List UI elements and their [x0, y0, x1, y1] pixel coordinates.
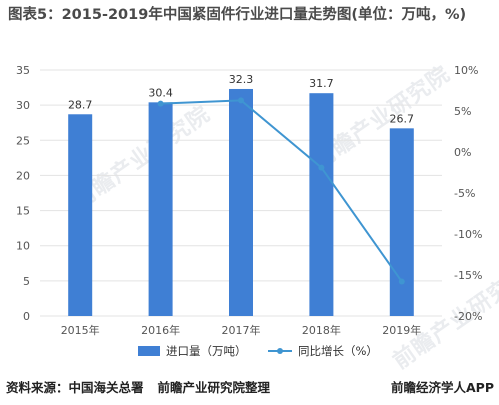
legend-bar-swatch — [138, 346, 160, 356]
brand-label: 前瞻经济学人APP — [391, 380, 494, 395]
growth-point — [238, 97, 244, 104]
x-tick-label: 2019年 — [382, 323, 421, 337]
x-tick-label: 2015年 — [61, 323, 100, 337]
y-left-tick-label: 10 — [16, 240, 30, 253]
growth-line — [160, 99, 403, 283]
y-right-tick-label: 5% — [454, 105, 471, 118]
y-left-tick-label: 20 — [16, 169, 30, 182]
y-right-tick-label: 10% — [454, 64, 478, 77]
bar — [389, 128, 414, 316]
x-tick-label: 2016年 — [141, 323, 180, 337]
legend-line-label: 同比增长（%） — [298, 344, 378, 358]
y-left-tick-label: 0 — [23, 310, 30, 323]
bar — [309, 93, 334, 317]
y-right-tick-label: -5% — [454, 187, 475, 200]
legend-line-marker — [277, 348, 283, 354]
bar-data-label: 30.4 — [148, 86, 173, 99]
y-left-tick-label: 25 — [16, 134, 30, 147]
y-left-tick-label: 30 — [16, 99, 30, 112]
bar-data-label: 26.7 — [390, 112, 415, 125]
x-tick-label: 2018年 — [302, 323, 341, 337]
y-right-tick-label: -20% — [454, 310, 482, 323]
growth-point — [398, 278, 405, 285]
source-org: 前瞻产业研究院整理 — [157, 380, 271, 395]
bar — [229, 88, 253, 316]
legend-bar-label: 进口量（万吨） — [166, 344, 247, 358]
bar — [148, 102, 173, 317]
y-right-tick-label: 0% — [454, 146, 471, 159]
bar-data-label: 32.3 — [229, 73, 254, 86]
growth-point — [318, 164, 325, 171]
growth-point — [157, 100, 164, 107]
y-right-tick-label: -10% — [454, 228, 482, 241]
bar — [68, 114, 93, 316]
y-left-tick-label: 35 — [16, 64, 30, 77]
chart-title: 图表5：2015-2019年中国紧固件行业进口量走势图(单位：万吨，%) — [8, 7, 467, 23]
y-left-tick-label: 5 — [23, 275, 30, 288]
x-tick-label: 2017年 — [222, 323, 261, 337]
bar-data-label: 31.7 — [309, 77, 334, 90]
bar-data-label: 28.7 — [68, 98, 93, 111]
y-right-tick-label: -15% — [454, 269, 482, 282]
y-left-tick-label: 15 — [16, 205, 30, 218]
chart-area: 0 5 10 15 20 25 30 35 -20% -15% -10% -5% 0% 5% 10% 28.7… — [16, 64, 482, 358]
source-label: 资料来源：中国海关总署 — [6, 380, 144, 395]
footer: 资料来源：中国海关总署 前瞻产业研究院整理 前瞻经济学人APP — [6, 377, 494, 396]
